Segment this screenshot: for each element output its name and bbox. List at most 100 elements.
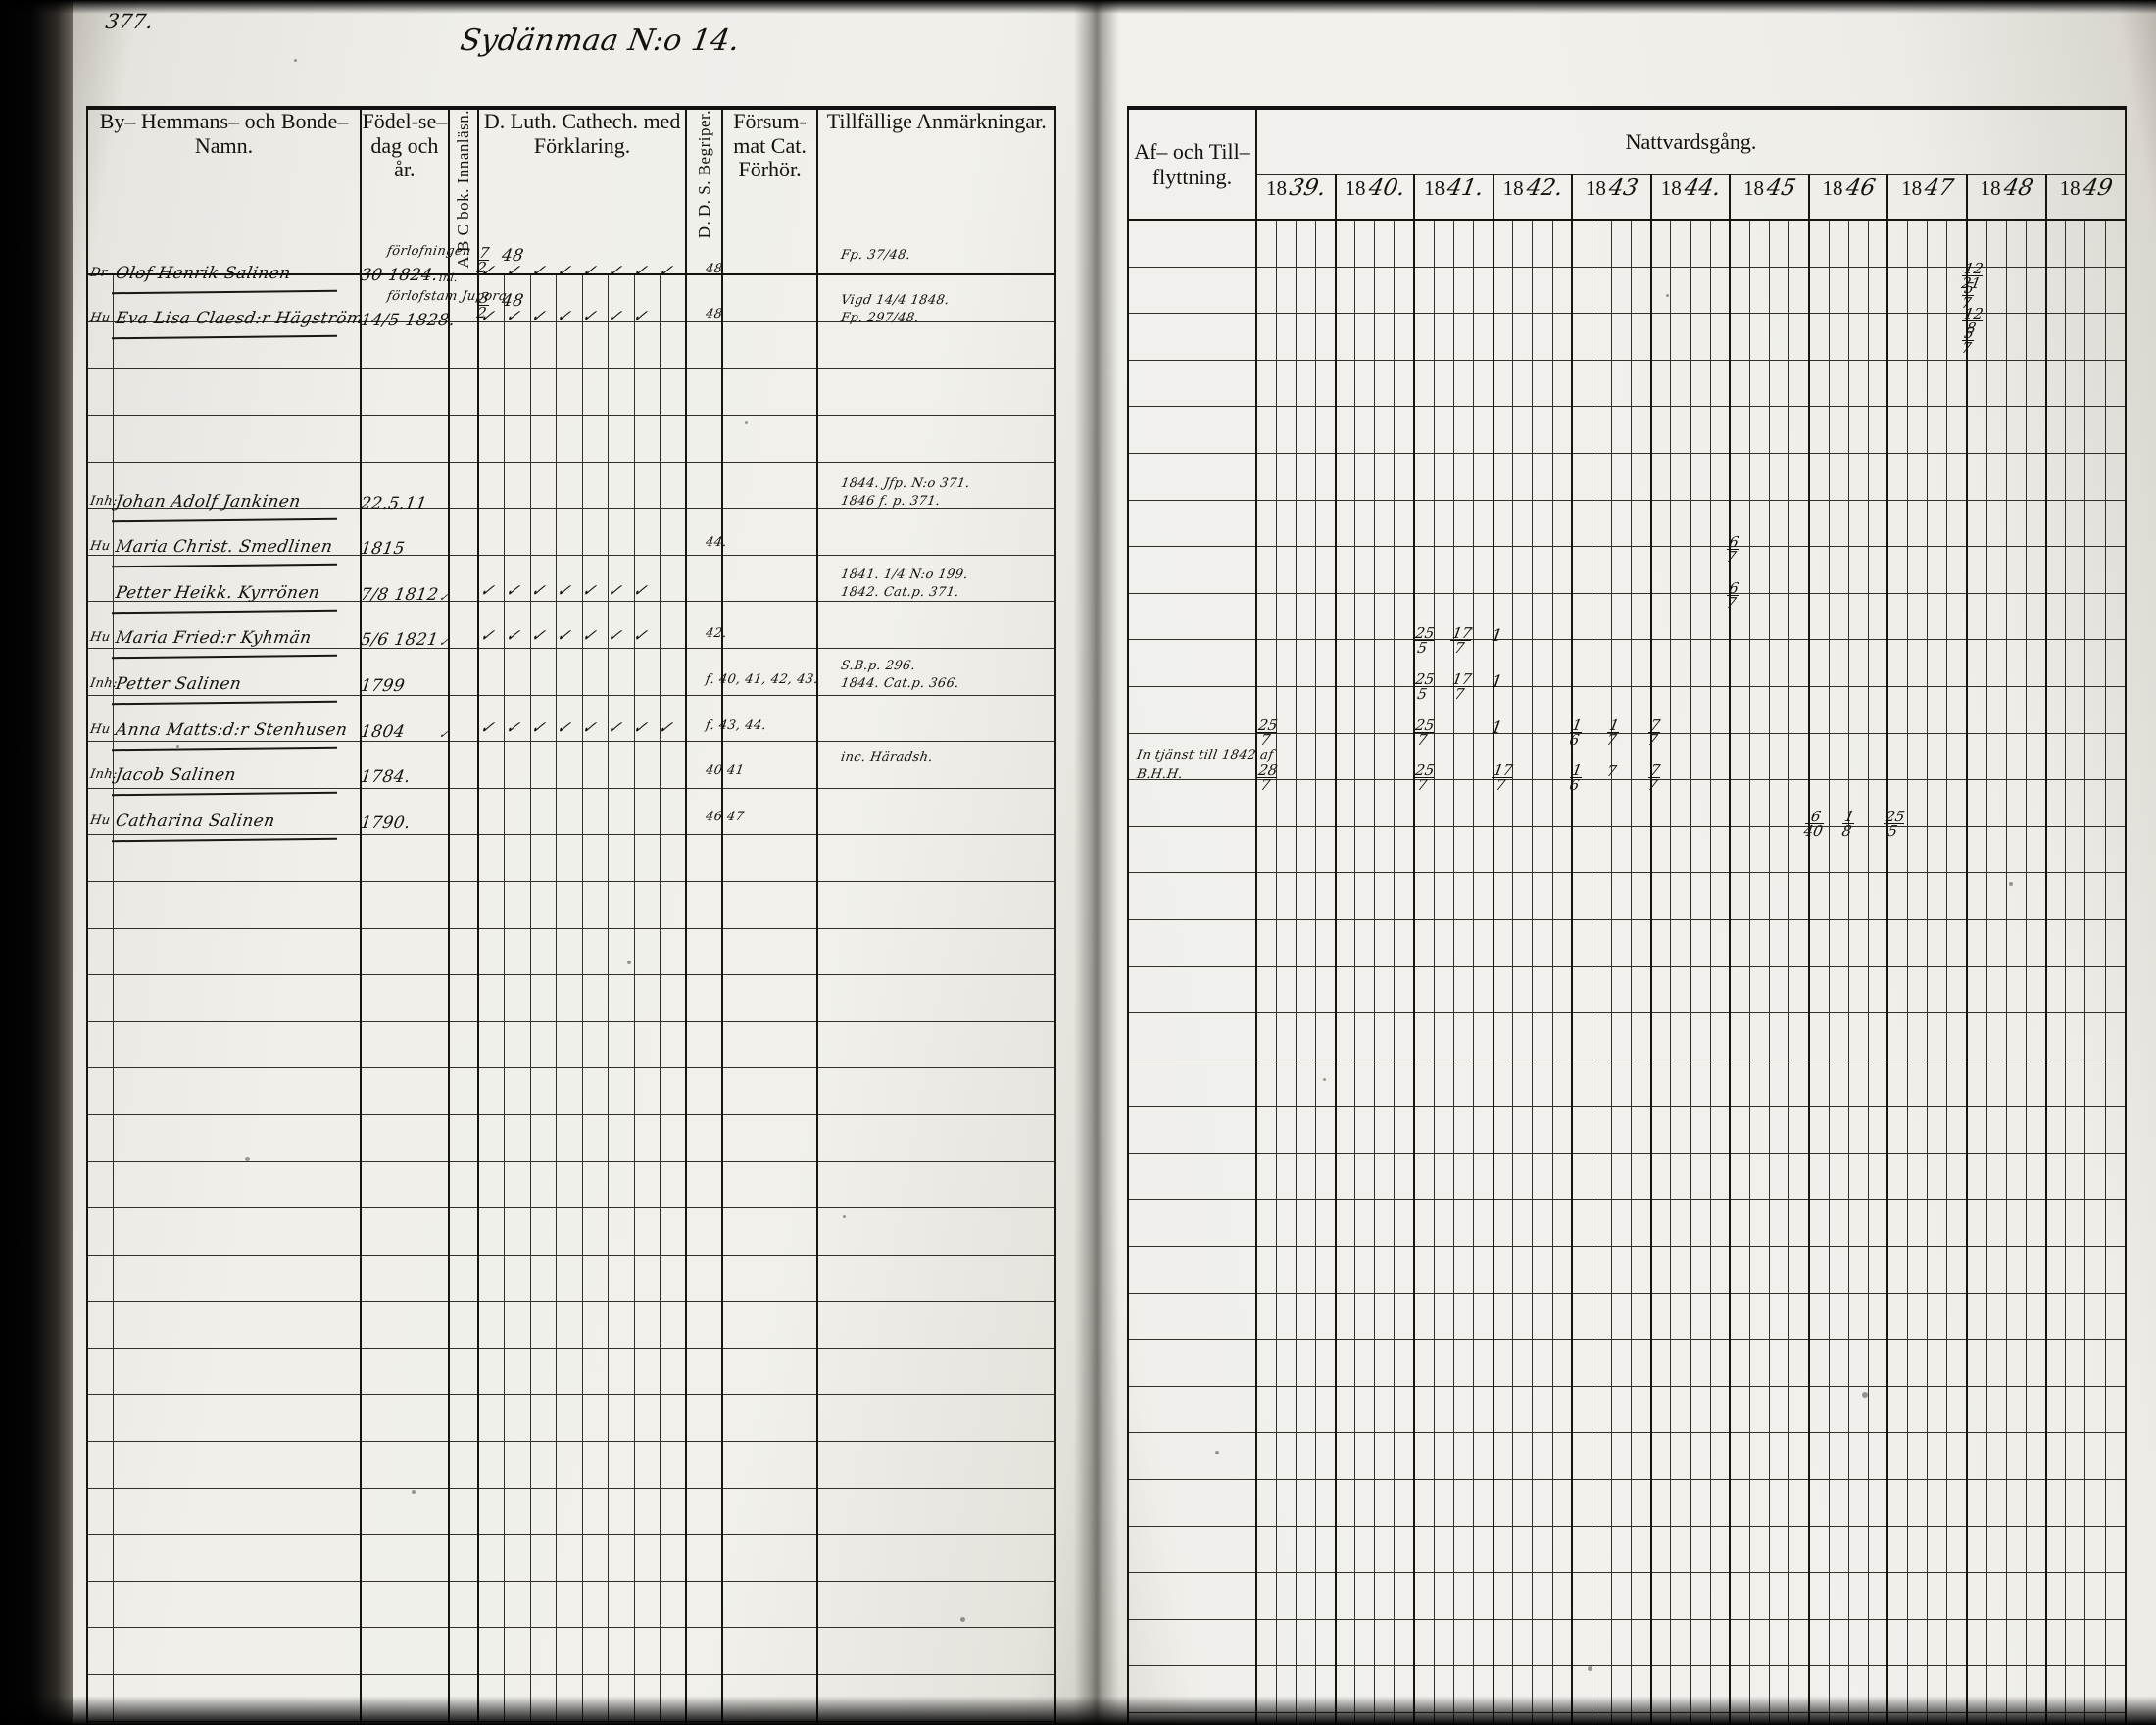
nattvard-cell: [1886, 685, 1909, 734]
nattvard-cell: [1649, 266, 1672, 315]
nattvard-cell: [1847, 732, 1869, 781]
nattvard-cell: [1473, 1152, 1494, 1201]
table-row: [85, 834, 1056, 882]
table-cell: [85, 1301, 114, 1349]
nattvard-cell: [1551, 1479, 1573, 1527]
nattvard-cell: [1927, 825, 1948, 874]
table-cell: [633, 508, 662, 556]
year-header-1849: 1849: [2044, 174, 2128, 221]
nattvard-cell: [2025, 639, 2047, 687]
nattvard-cell: [1334, 779, 1356, 827]
nattvard-cell: [2044, 1012, 2067, 1060]
nattvard-cell: [1532, 219, 1553, 268]
nattvard-cell: [1709, 266, 1731, 315]
nattvard-cell: [2084, 313, 2106, 361]
nattvard-cell: [1295, 1012, 1316, 1060]
table-cell: [447, 1113, 479, 1162]
table-cell: [556, 508, 583, 556]
nattvard-cell: [1670, 452, 1691, 501]
nattvard-cell: [1670, 1199, 1691, 1248]
nattvard-cell: [2104, 825, 2127, 874]
nattvard-cell: [1571, 266, 1592, 315]
nattvard-cell: [2025, 872, 2047, 920]
nattvard-cell: [1927, 685, 1948, 734]
nattvard-cell: [1670, 1292, 1691, 1341]
table-cell: [556, 974, 583, 1022]
nattvard-cell: [1275, 1572, 1297, 1620]
nattvard-cell: [2005, 546, 2027, 594]
nattvard-cell: [1413, 546, 1435, 594]
nattvard-cell: [2065, 499, 2086, 548]
nattvard-cell: [1512, 1106, 1534, 1154]
nattvard-cell: [1551, 639, 1573, 687]
nattvard-cell: [1788, 918, 1810, 967]
table-cell: [581, 1301, 610, 1349]
nattvard-cell: [1847, 1059, 1869, 1108]
nattvard-cell: [1709, 779, 1731, 827]
nattvard-cell: [1927, 1152, 1948, 1201]
nattvard-cell: [2044, 406, 2067, 454]
nattvard-cell: [2104, 1618, 2127, 1667]
nattvard-cell: [1532, 639, 1553, 687]
nattvard-cell: [1551, 592, 1573, 641]
nattvard-cell: [1571, 1012, 1592, 1060]
nattvard-cell: [1295, 1292, 1316, 1341]
table-row: [1127, 1525, 2127, 1574]
paper-speck: [245, 1157, 250, 1161]
nattvard-cell: [1571, 639, 1592, 687]
table-cell: [581, 601, 610, 649]
table-cell: [529, 1113, 558, 1162]
nattvard-cell: [1571, 452, 1592, 501]
nattvard-cell: [1966, 546, 1987, 594]
paper-speck: [1215, 1451, 1219, 1454]
nattvard-cell: [1709, 1572, 1731, 1620]
nattvard-cell: [1295, 685, 1316, 734]
nattvard-cell: [1275, 1059, 1297, 1108]
nattvard-cell: [1374, 1572, 1396, 1620]
row-name-1: Olof Henrik Salinen: [114, 263, 293, 283]
table-cell: [447, 647, 479, 696]
table-cell: [581, 368, 610, 417]
nattvard-cell: [1729, 313, 1750, 361]
table-cell: [556, 415, 583, 463]
nattvard-cell: [1788, 313, 1810, 361]
nattvard-cell: [1394, 406, 1415, 454]
nattvard-cell: [1394, 452, 1415, 501]
table-cell: [360, 1487, 450, 1536]
nattvard-cell: [1985, 1246, 2007, 1294]
nattvard-cell: [1492, 406, 1514, 454]
nattvard-cell: [1394, 499, 1415, 548]
table-cell: [85, 1160, 114, 1209]
table-cell: [360, 1160, 450, 1209]
table-cell: [608, 1534, 635, 1582]
table-cell: [581, 974, 610, 1022]
paper-speck: [294, 59, 297, 62]
nattvard-cell: [2025, 1012, 2047, 1060]
nattvard-cell: [1354, 1618, 1376, 1667]
table-cell: [660, 880, 687, 929]
nattvard-cell: [1807, 452, 1830, 501]
table-cell: [85, 461, 114, 510]
nattvard-cell: [1591, 1572, 1613, 1620]
nattvard-cell: [1275, 546, 1297, 594]
nattvard-cell: [1985, 359, 2007, 408]
nattvard-cell: [1807, 592, 1830, 641]
nattvard-cell: [1591, 1339, 1613, 1387]
nattvard-cell: [1907, 452, 1929, 501]
table-cell: [816, 694, 1056, 743]
table-cell: [504, 601, 531, 649]
table-cell: [633, 1301, 662, 1349]
nattvard-cell: [2084, 685, 2106, 734]
table-cell: [816, 741, 1056, 789]
col-header-flyttning: Af– och Till–flyttning.: [1127, 106, 1257, 221]
nattvard-cell: [1374, 219, 1396, 268]
nattvard-cell: [1295, 1246, 1316, 1294]
nattvard-cell: [1828, 1339, 1849, 1387]
nattvard-cell: [1927, 266, 1948, 315]
nattvard-cell: [1709, 452, 1731, 501]
nattvard-cell: [1886, 1152, 1909, 1201]
nattvard-cell: [2005, 825, 2027, 874]
nattvard-cell: [1254, 1152, 1277, 1201]
table-cell: [85, 1020, 114, 1069]
nattvard-cell: [1314, 219, 1337, 268]
